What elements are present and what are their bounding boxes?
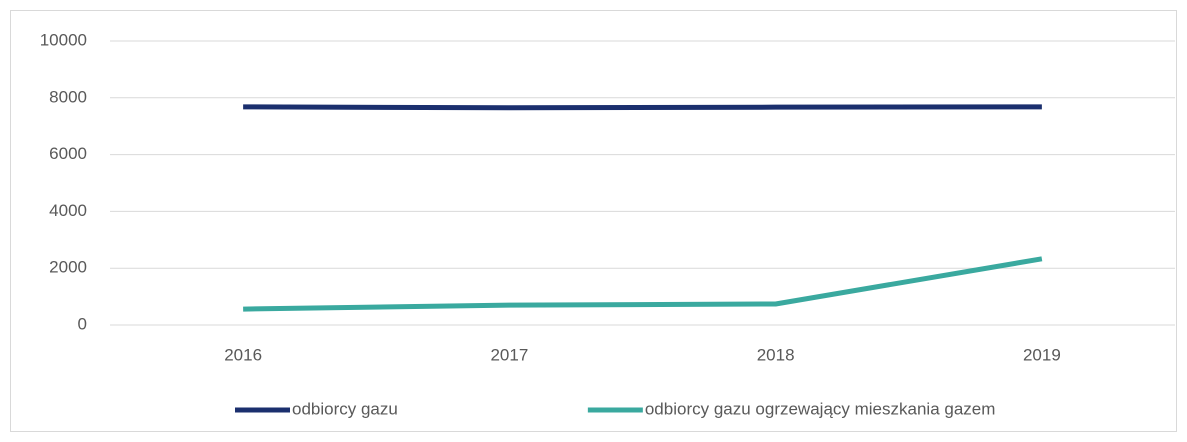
y-tick-label: 6000 — [49, 144, 87, 163]
legend-label: odbiorcy gazu — [292, 399, 398, 418]
y-tick-label: 2000 — [49, 258, 87, 277]
chart-border — [10, 10, 1177, 432]
y-tick-label: 4000 — [49, 201, 87, 220]
y-tick-label: 0 — [78, 314, 87, 333]
x-tick-label: 2018 — [757, 345, 795, 364]
y-tick-label: 8000 — [49, 87, 87, 106]
legend-label: odbiorcy gazu ogrzewający mieszkania gaz… — [645, 399, 996, 418]
x-tick-label: 2017 — [490, 345, 528, 364]
x-tick-label: 2019 — [1023, 345, 1061, 364]
series-line — [243, 104, 1042, 111]
y-tick-label: 10000 — [40, 30, 87, 49]
series-line — [243, 256, 1043, 312]
x-tick-label: 2016 — [224, 345, 262, 364]
